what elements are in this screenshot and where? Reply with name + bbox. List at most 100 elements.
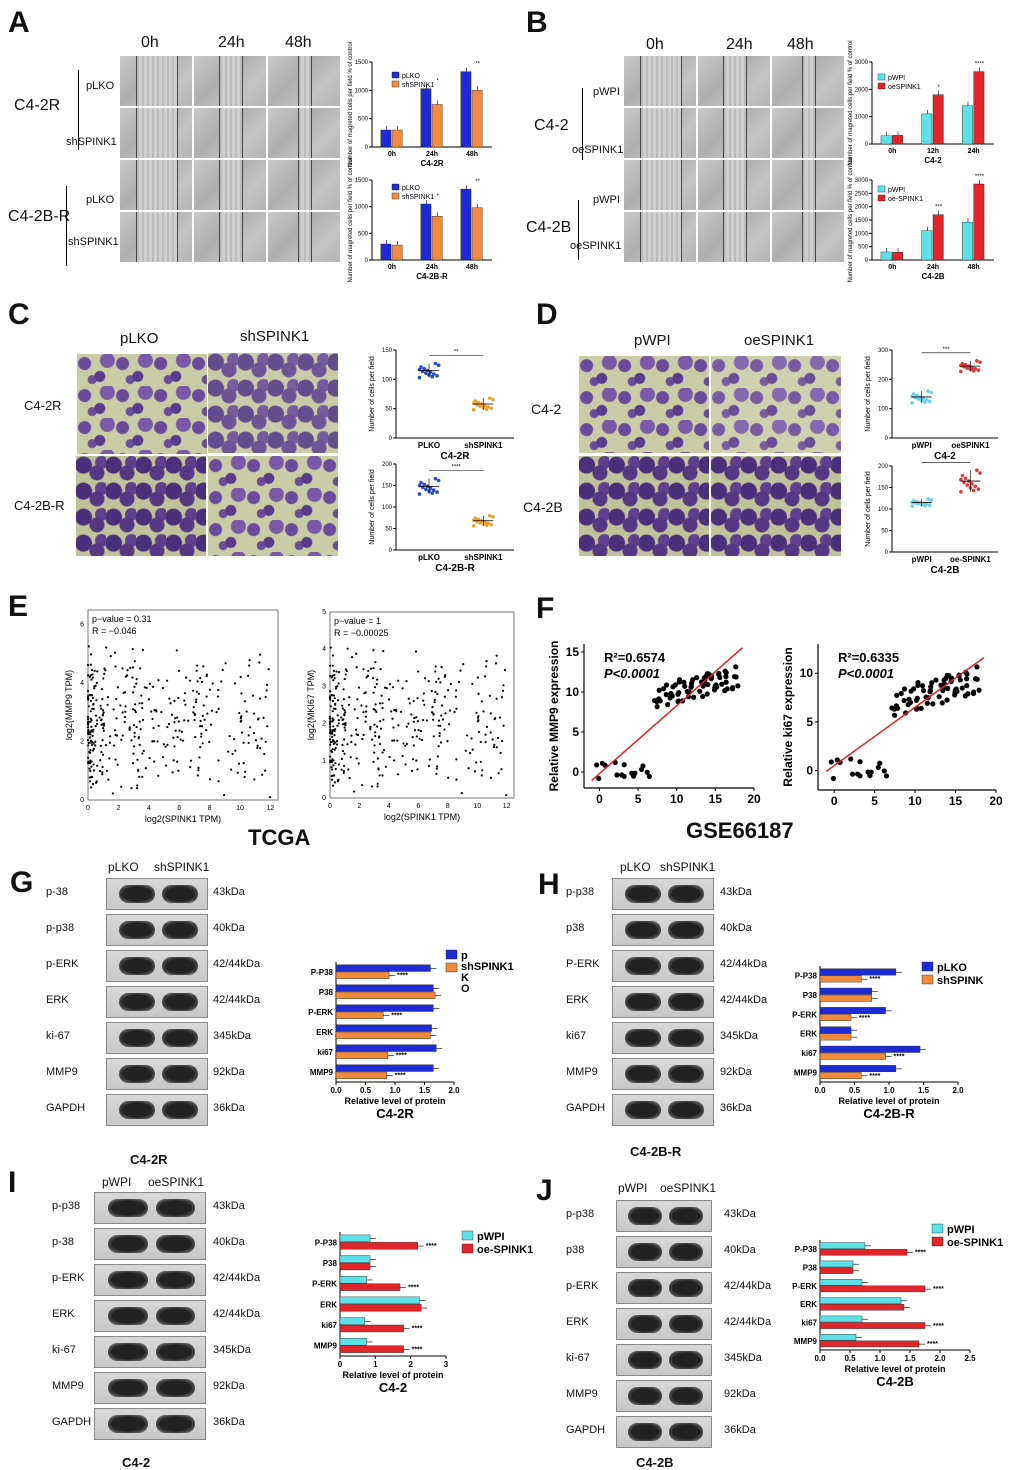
x-tick-label: 48h <box>968 264 980 271</box>
x-tick-label: 15 <box>709 792 723 806</box>
x-tick-label: shSPINK1 <box>464 441 503 450</box>
blot-strip <box>612 878 714 910</box>
scratch-wound <box>640 212 682 262</box>
bar <box>335 1004 434 1012</box>
data-point <box>105 646 108 649</box>
data-point <box>267 668 270 671</box>
data-point <box>716 670 722 677</box>
data-point <box>735 683 741 689</box>
data-point <box>337 763 340 766</box>
data-point <box>910 504 914 508</box>
data-point <box>136 784 139 787</box>
protein-label: p-38 <box>52 1236 75 1248</box>
data-point <box>929 498 934 502</box>
protein-label: p-p38 <box>566 1208 595 1220</box>
data-point <box>329 705 332 708</box>
y-tick-label: P-P38 <box>315 1238 338 1247</box>
data-point <box>440 704 444 707</box>
data-point <box>412 720 415 723</box>
data-point <box>614 772 620 778</box>
bar <box>819 1052 886 1060</box>
data-point <box>330 774 333 778</box>
data-point <box>239 675 242 679</box>
data-point <box>594 762 600 768</box>
data-point <box>478 520 482 525</box>
stats-r2: R²=0.6335 <box>838 650 899 665</box>
data-point <box>147 698 150 701</box>
data-point <box>86 739 90 742</box>
kda-label: 42/44kDa <box>213 1272 261 1284</box>
data-point <box>682 683 688 689</box>
data-point <box>393 759 396 762</box>
data-point <box>343 713 346 716</box>
y-tick-label: ki67 <box>317 1048 333 1057</box>
transwell-image-c-sh-2 <box>208 456 338 556</box>
data-point <box>438 732 441 735</box>
data-point <box>153 760 156 763</box>
blot-strip <box>106 878 208 910</box>
data-point <box>240 731 244 734</box>
data-point <box>412 744 415 747</box>
data-point <box>266 683 269 686</box>
blot-band <box>155 1271 196 1289</box>
data-point <box>391 739 394 742</box>
data-point <box>87 695 90 698</box>
x-tick-label: 0 <box>596 792 603 806</box>
data-point <box>361 783 364 787</box>
y-tick-label: 1 <box>322 758 326 765</box>
data-point <box>379 727 383 730</box>
data-point <box>331 654 335 657</box>
data-point <box>329 698 332 701</box>
protein-label: p-38 <box>46 886 69 898</box>
data-point <box>377 767 380 770</box>
data-point <box>348 776 351 780</box>
data-point <box>427 680 430 683</box>
data-point <box>416 768 419 771</box>
data-point <box>242 741 245 744</box>
y-tick-label: 100 <box>382 505 393 511</box>
data-point <box>201 742 204 745</box>
data-point <box>86 723 90 726</box>
data-point <box>425 719 429 722</box>
data-point <box>329 646 332 649</box>
protein-label: p-ERK <box>46 958 79 970</box>
blot-band <box>155 1307 196 1325</box>
bar <box>921 113 933 145</box>
bar <box>339 1255 371 1263</box>
data-point <box>183 692 187 695</box>
y-tick-label: 200 <box>878 464 889 470</box>
data-point <box>419 480 423 485</box>
data-point <box>936 694 942 700</box>
row-label-c42b-d: C4-2B <box>523 499 563 515</box>
y-tick-label: 2500 <box>855 191 869 197</box>
significance-star: * <box>938 85 941 91</box>
data-point <box>364 720 367 723</box>
data-point <box>92 728 95 731</box>
data-point <box>422 718 425 722</box>
data-point <box>433 698 436 701</box>
scratch-image <box>268 56 340 106</box>
data-point <box>132 724 136 727</box>
scratch-wound <box>136 212 178 262</box>
significance-star: **** <box>975 62 985 68</box>
blot-band <box>668 1207 703 1225</box>
data-point <box>114 651 117 654</box>
data-point <box>334 767 337 771</box>
data-point <box>135 682 138 685</box>
bar <box>335 1031 431 1039</box>
significance-star: **** <box>859 1015 870 1022</box>
bar <box>339 1304 422 1312</box>
kda-label: 92kDa <box>724 1388 756 1400</box>
data-point <box>959 363 963 368</box>
data-point <box>189 766 192 769</box>
blot-cell-label: C4-2B-R <box>630 1144 682 1159</box>
bar <box>471 90 483 148</box>
y-axis-label: Number of magreted cells per field % of … <box>348 42 354 167</box>
legend-swatch <box>391 80 400 88</box>
data-point <box>200 735 203 738</box>
bar <box>335 1051 389 1059</box>
data-point <box>372 708 375 711</box>
legend-label: shSPINK1 <box>402 82 434 89</box>
data-point <box>733 674 739 680</box>
data-point <box>436 363 441 368</box>
